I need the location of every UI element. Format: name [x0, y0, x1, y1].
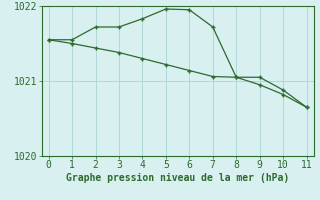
X-axis label: Graphe pression niveau de la mer (hPa): Graphe pression niveau de la mer (hPa)	[66, 173, 289, 183]
